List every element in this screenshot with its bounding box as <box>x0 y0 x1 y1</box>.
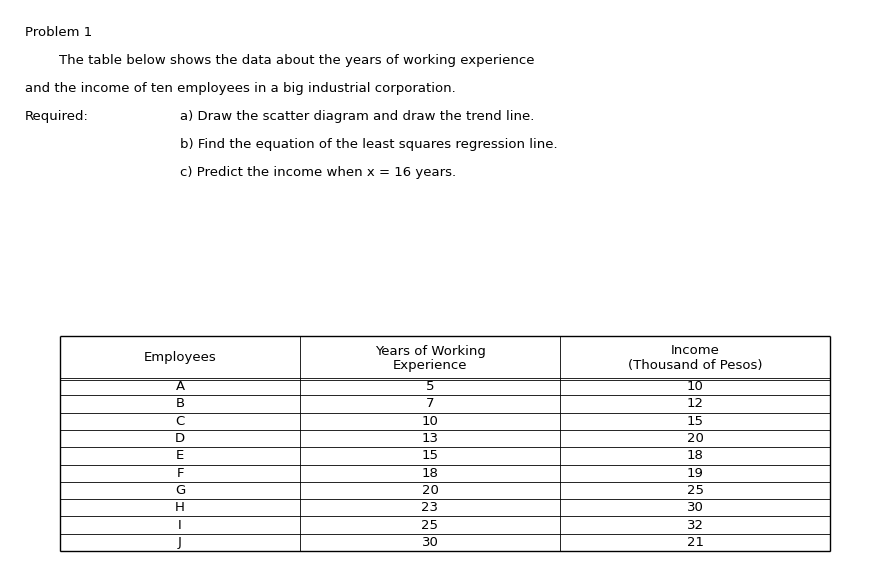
Text: 30: 30 <box>422 536 438 549</box>
Text: (Thousand of Pesos): (Thousand of Pesos) <box>628 359 762 372</box>
Text: 15: 15 <box>687 415 704 428</box>
Text: 30: 30 <box>687 501 704 514</box>
Text: 32: 32 <box>687 518 704 531</box>
Text: Required:: Required: <box>25 110 89 123</box>
Text: B: B <box>175 397 185 410</box>
Text: 5: 5 <box>426 380 434 393</box>
Text: 10: 10 <box>422 415 438 428</box>
Text: Problem 1: Problem 1 <box>25 26 92 39</box>
Text: A: A <box>175 380 185 393</box>
Text: J: J <box>178 536 182 549</box>
Text: 7: 7 <box>426 397 434 410</box>
Text: G: G <box>175 484 185 497</box>
Text: 23: 23 <box>422 501 438 514</box>
Text: Experience: Experience <box>392 359 468 372</box>
Text: E: E <box>176 449 184 462</box>
Text: C: C <box>175 415 185 428</box>
Text: 12: 12 <box>687 397 704 410</box>
Text: 25: 25 <box>422 518 438 531</box>
Text: D: D <box>175 432 185 445</box>
Text: 20: 20 <box>687 432 704 445</box>
Text: 10: 10 <box>687 380 704 393</box>
Text: a) Draw the scatter diagram and draw the trend line.: a) Draw the scatter diagram and draw the… <box>180 110 534 123</box>
Text: The table below shows the data about the years of working experience: The table below shows the data about the… <box>25 54 535 67</box>
Text: 18: 18 <box>687 449 704 462</box>
Text: 18: 18 <box>422 466 438 479</box>
Text: 21: 21 <box>687 536 704 549</box>
Text: c) Predict the income when x = 16 years.: c) Predict the income when x = 16 years. <box>180 166 456 179</box>
Text: Years of Working: Years of Working <box>375 345 485 358</box>
Text: H: H <box>175 501 185 514</box>
Text: 19: 19 <box>687 466 704 479</box>
Text: I: I <box>178 518 182 531</box>
Text: F: F <box>176 466 184 479</box>
Text: 25: 25 <box>687 484 704 497</box>
Text: Income: Income <box>671 345 720 358</box>
Text: 15: 15 <box>422 449 438 462</box>
Text: and the income of ten employees in a big industrial corporation.: and the income of ten employees in a big… <box>25 82 456 95</box>
Text: b) Find the equation of the least squares regression line.: b) Find the equation of the least square… <box>180 138 558 151</box>
Text: 13: 13 <box>422 432 438 445</box>
Text: 20: 20 <box>422 484 438 497</box>
Text: Employees: Employees <box>143 350 217 363</box>
